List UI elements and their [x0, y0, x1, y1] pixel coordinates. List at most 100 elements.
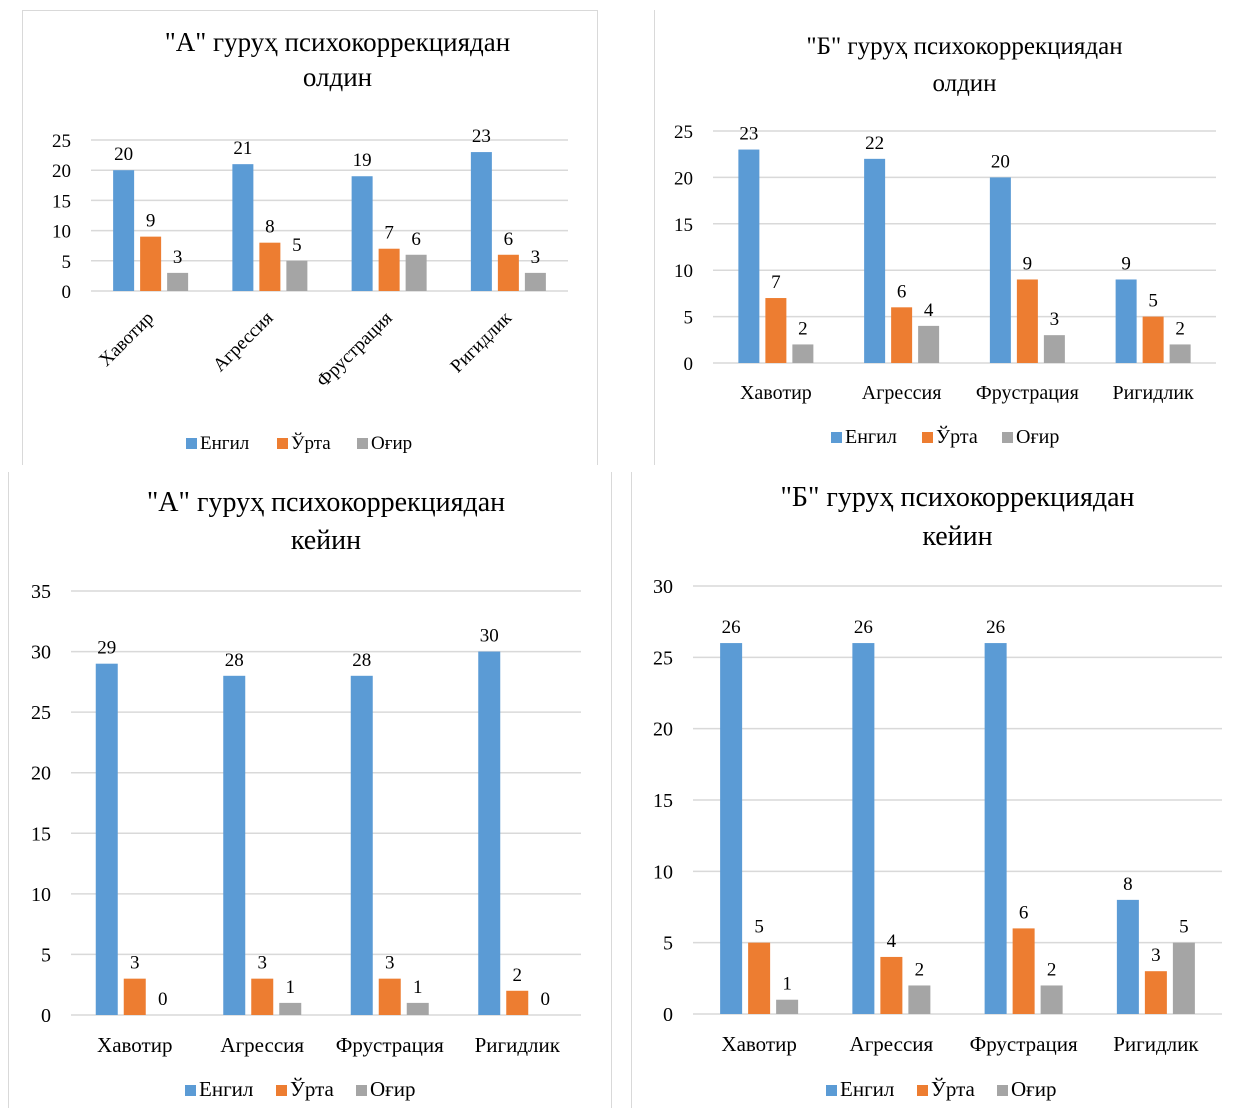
bar-ўрта — [378, 978, 401, 1015]
y-tick-label: 20 — [653, 719, 673, 741]
x-category-label: Агрессия — [209, 308, 278, 377]
y-tick-label: 35 — [31, 581, 51, 603]
data-label: 23 — [472, 126, 491, 147]
bar-енгил — [232, 164, 254, 291]
legend-swatch — [826, 1085, 837, 1096]
data-label: 0 — [541, 989, 551, 1010]
legend-entry: Оғир — [1011, 1077, 1057, 1101]
legend-entry: Ўрта — [290, 1077, 335, 1101]
data-label: 19 — [353, 150, 372, 171]
x-category-label: Ригидлик — [1113, 1032, 1199, 1056]
panel-border-divider-top — [654, 10, 655, 465]
data-label: 28 — [225, 650, 244, 671]
bar-ўрта — [748, 942, 771, 1014]
bar-оғир — [1040, 985, 1063, 1014]
y-tick-label: 20 — [52, 161, 71, 182]
legend-entry: Енгил — [199, 1077, 253, 1101]
bar-енгил — [738, 149, 760, 363]
data-label: 4 — [887, 931, 897, 952]
bar-ўрта — [1142, 316, 1164, 363]
x-category-label: Фрустрация — [313, 308, 397, 392]
bar-оғир — [908, 985, 931, 1014]
legend-swatch — [186, 438, 197, 449]
bar-ўрта — [378, 248, 400, 291]
chart-title-line: "А" гуруҳ психокоррекциядан — [147, 487, 505, 518]
panel-border-left-bottom — [8, 472, 9, 1108]
data-label: 6 — [411, 229, 421, 250]
data-label: 22 — [865, 133, 884, 154]
data-label: 6 — [1019, 902, 1029, 923]
chart-b-after: "Б" гуруҳ психокоррекцияданкейин05101520… — [653, 482, 1222, 1101]
legend-swatch — [356, 1085, 367, 1096]
chart-title-line: кейин — [291, 525, 361, 556]
y-tick-label: 10 — [674, 261, 693, 282]
x-category-label: Хавотир — [97, 1033, 172, 1057]
x-category-label: Ригидлик — [1112, 382, 1194, 404]
legend-swatch — [917, 1085, 928, 1096]
legend-entry: Оғир — [371, 433, 412, 454]
chart-panel-a-after: "А" гуруҳ психокоррекциядан кейин 0 5 10 15 20… — [9, 473, 611, 1108]
y-tick-label: 15 — [52, 191, 71, 212]
data-label: 2 — [1047, 959, 1057, 980]
legend-swatch — [922, 432, 933, 443]
x-category-label: Хавотир — [95, 308, 158, 371]
data-label: 3 — [258, 953, 268, 974]
bar-оғир — [918, 325, 940, 363]
legend-swatch — [1002, 432, 1013, 443]
y-tick-label: 30 — [653, 576, 673, 598]
legend-swatch — [357, 438, 368, 449]
y-tick-label: 25 — [674, 122, 693, 143]
panel-border-left-top — [22, 10, 23, 465]
data-label: 26 — [854, 617, 873, 638]
legend-entry: Енгил — [840, 1077, 894, 1101]
chart-title-line: олдин — [303, 62, 372, 92]
data-label: 23 — [739, 124, 758, 145]
data-label: 5 — [1148, 291, 1158, 312]
bar-оғир — [524, 272, 546, 291]
bar-оғир — [1169, 344, 1191, 363]
data-label: 8 — [265, 217, 275, 238]
y-tick-label: 0 — [62, 282, 72, 303]
chart-title-line: олдин — [932, 70, 996, 97]
bar-оғир — [792, 344, 814, 363]
data-label: 30 — [480, 626, 499, 647]
legend-entry: Оғир — [1016, 426, 1059, 448]
legend-swatch — [276, 1085, 287, 1096]
bar-ўрта — [251, 978, 274, 1015]
bar-енгил — [864, 158, 886, 363]
data-label: 6 — [897, 281, 907, 302]
bar-ўрта — [880, 956, 903, 1014]
y-tick-label: 30 — [31, 642, 51, 664]
data-label: 3 — [385, 953, 395, 974]
bar-оғир — [406, 1002, 429, 1015]
x-category-label: Агрессия — [220, 1033, 304, 1057]
bar-ўрта — [259, 242, 281, 291]
legend-swatch — [185, 1085, 196, 1096]
panel-border-divider-bottom — [611, 472, 612, 1108]
legend-swatch — [277, 438, 288, 449]
x-category-label: Ригидлик — [475, 1033, 561, 1057]
y-tick-label: 10 — [52, 222, 71, 243]
bar-енгил — [113, 170, 135, 291]
bar-ўрта — [497, 254, 519, 291]
data-label: 5 — [1179, 917, 1189, 938]
bar-ўрта — [1012, 928, 1035, 1014]
bar-ўрта — [140, 236, 162, 291]
data-label: 2 — [1175, 318, 1185, 339]
bar-оғир — [1043, 335, 1065, 363]
data-label: 29 — [97, 638, 116, 659]
data-label: 3 — [1151, 945, 1161, 966]
chart-a-after: "А" гуруҳ психокоррекцияданкейин05101520… — [31, 487, 581, 1101]
y-tick-label: 5 — [684, 308, 694, 329]
y-tick-label: 15 — [674, 215, 693, 236]
bar-енгил — [852, 643, 875, 1014]
chart-title-line: "Б" гуруҳ психокоррекциядан — [780, 482, 1134, 513]
chart-b-before: "Б" гуруҳ психокоррекциядан олдин 0 5 10 15 20… — [674, 33, 1216, 448]
legend-swatch — [831, 432, 842, 443]
data-label: 2 — [915, 959, 925, 980]
x-category-label: Хавотир — [740, 382, 812, 404]
panel-border-divider-bottom-2 — [631, 472, 632, 1108]
bar-енгил — [984, 643, 1007, 1014]
legend-entry: Оғир — [370, 1077, 416, 1101]
y-tick-label: 0 — [41, 1005, 51, 1027]
